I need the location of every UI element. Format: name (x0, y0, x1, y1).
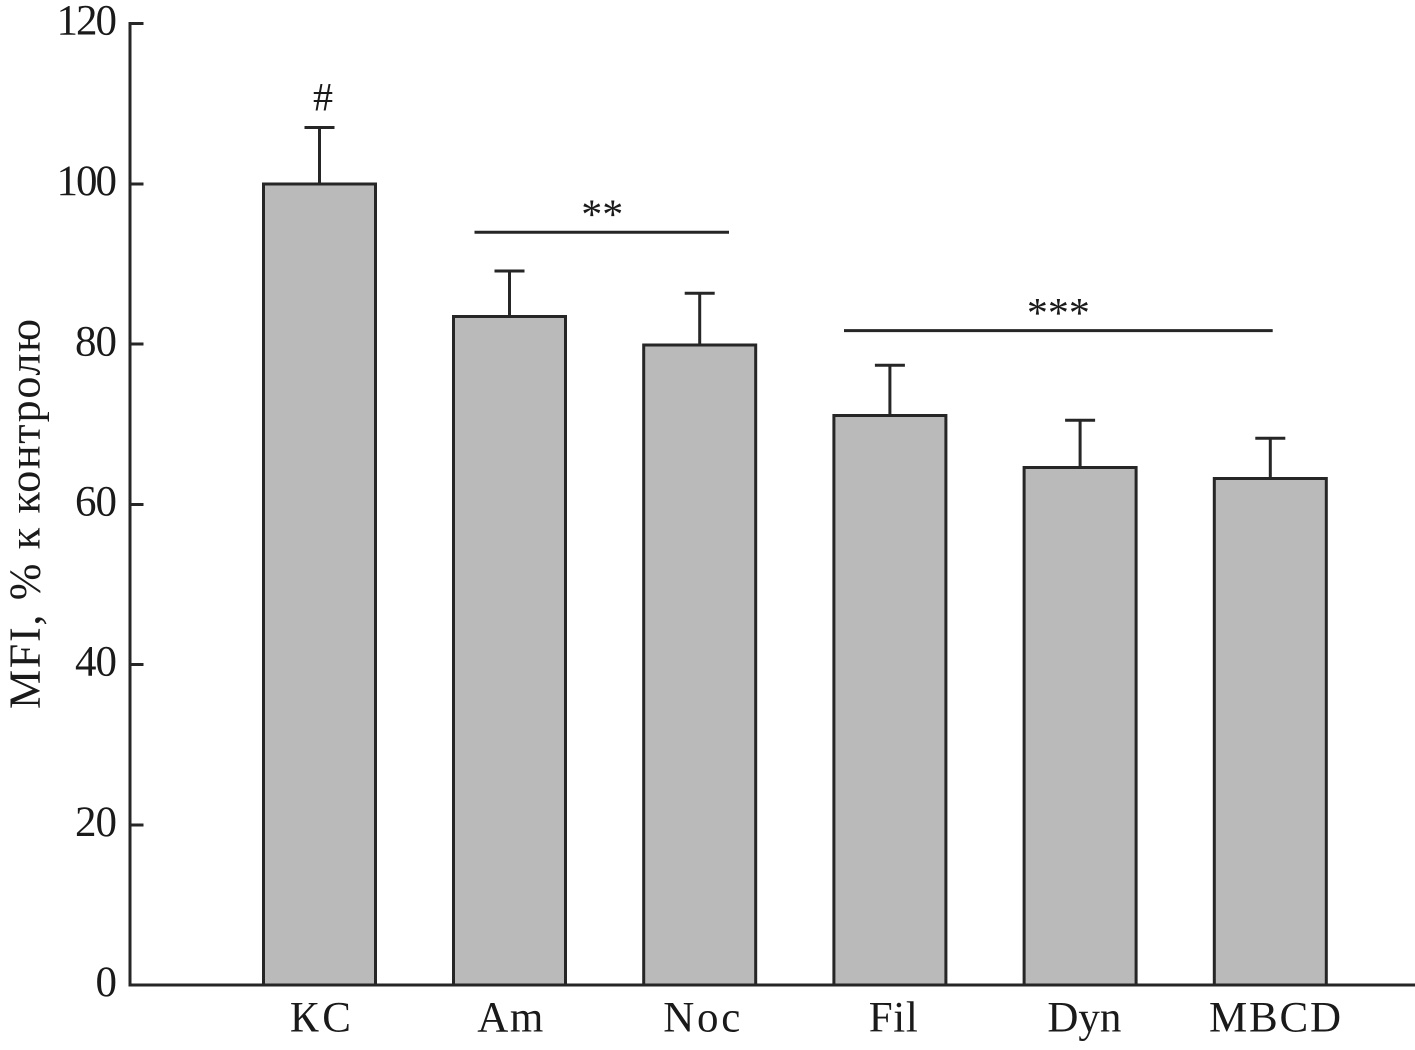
svg-text:#: # (313, 75, 333, 120)
svg-text:Noc: Noc (663, 995, 740, 1042)
svg-text:MBCD: MBCD (1209, 995, 1341, 1042)
svg-text:60: 60 (75, 479, 117, 526)
svg-text:***: *** (1027, 291, 1090, 337)
svg-text:80: 80 (75, 318, 117, 365)
svg-text:Dyn: Dyn (1047, 995, 1121, 1042)
svg-text:40: 40 (75, 639, 117, 686)
svg-text:Am: Am (477, 995, 543, 1042)
svg-text:100: 100 (57, 158, 118, 205)
svg-text:MFI, % к контролю: MFI, % к контролю (1, 319, 50, 709)
svg-text:120: 120 (57, 0, 118, 45)
svg-text:**: ** (581, 193, 623, 239)
svg-text:20: 20 (75, 799, 117, 846)
svg-text:0: 0 (96, 959, 118, 1006)
svg-text:Fil: Fil (869, 995, 918, 1042)
